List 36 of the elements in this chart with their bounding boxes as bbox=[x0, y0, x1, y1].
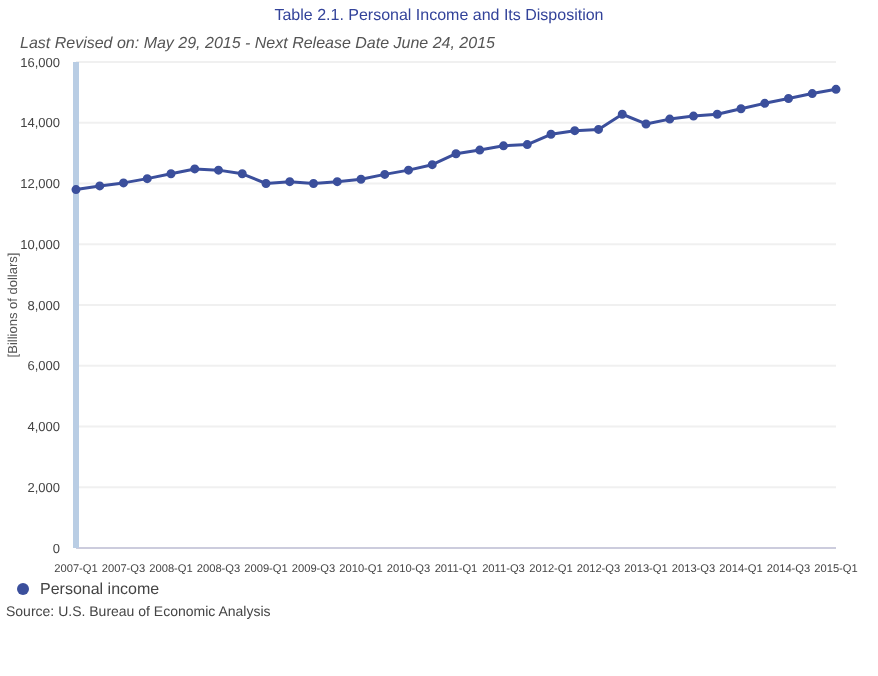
point bbox=[807, 89, 817, 99]
point bbox=[95, 181, 105, 191]
point bbox=[522, 140, 532, 150]
point bbox=[570, 126, 580, 136]
point bbox=[190, 164, 200, 174]
point bbox=[356, 174, 366, 184]
point bbox=[736, 104, 746, 114]
point bbox=[594, 124, 603, 134]
point bbox=[665, 114, 675, 124]
point bbox=[261, 179, 271, 188]
point bbox=[499, 141, 508, 151]
point bbox=[332, 177, 342, 187]
legend-label: Personal income bbox=[38, 580, 160, 598]
point bbox=[166, 169, 176, 179]
point bbox=[831, 84, 841, 94]
point bbox=[546, 129, 556, 139]
point bbox=[309, 179, 318, 188]
point bbox=[760, 98, 770, 108]
point bbox=[475, 145, 485, 155]
chart-subtitle: Last Revised on: May 29, 2015 - Next Release Date June 24, 2015 bbox=[18, 32, 497, 52]
point bbox=[380, 169, 390, 179]
point bbox=[784, 93, 793, 103]
point bbox=[617, 109, 627, 119]
point bbox=[689, 111, 698, 121]
point bbox=[712, 109, 722, 119]
point bbox=[451, 149, 461, 159]
point bbox=[214, 165, 223, 175]
point bbox=[404, 165, 413, 175]
point bbox=[71, 185, 81, 195]
chart-title: Table 2.1. Personal Income and Its Disposition bbox=[272, 4, 606, 24]
point bbox=[285, 177, 295, 187]
point bbox=[641, 119, 651, 129]
point bbox=[142, 174, 152, 184]
point bbox=[427, 160, 437, 170]
point bbox=[119, 178, 128, 188]
point bbox=[237, 169, 247, 179]
